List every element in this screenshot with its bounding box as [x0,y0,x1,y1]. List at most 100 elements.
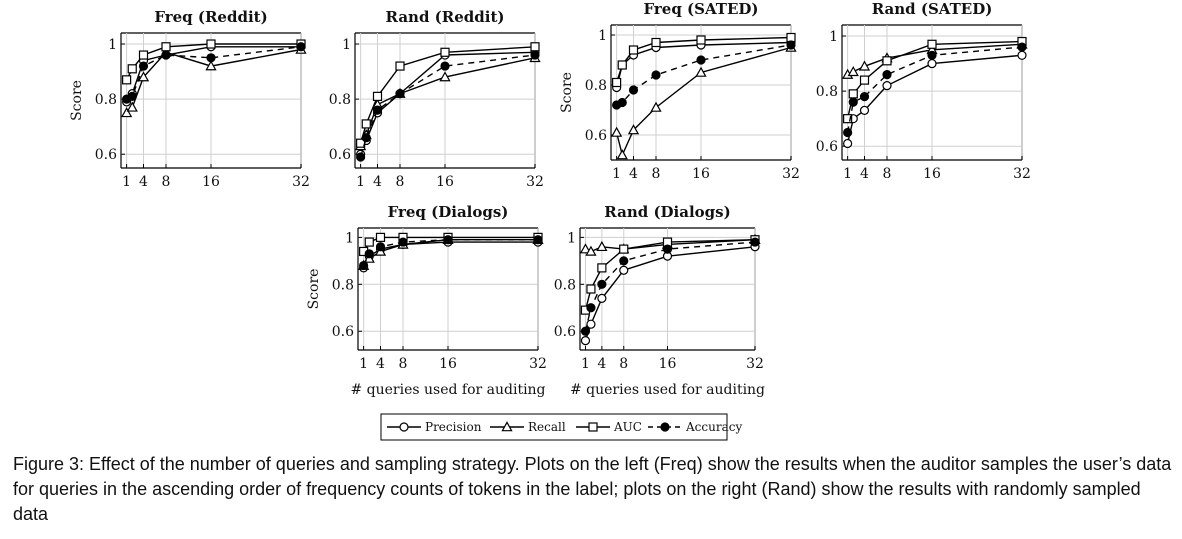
legend-label-recall: Recall [528,420,566,434]
x-tick-label: 4 [373,174,382,190]
y-tick-label: 1 [829,29,838,45]
data-point-recall [121,107,133,118]
series-auc [580,235,760,315]
data-point-recall [627,124,640,135]
data-point-recall [611,126,623,137]
data-point-recall [579,243,592,254]
legend-marker-auc [588,422,598,432]
data-point-precision [843,138,853,149]
data-point-precision [586,319,596,329]
x-tick-label: 16 [436,174,454,190]
series-accuracy [843,42,1027,138]
y-tick-label: 0.6 [95,147,117,163]
data-point-recall [596,240,608,252]
x-tick-label: 1 [122,174,131,190]
data-point-accuracy [533,235,543,245]
data-point-auc [786,32,796,43]
x-tick-label: 1 [359,356,368,372]
data-point-accuracy [927,50,937,60]
data-point-auc [206,39,216,49]
series-accuracy [580,237,760,336]
data-point-auc [122,75,132,85]
series-line-accuracy [359,54,536,158]
data-point-auc [395,61,405,71]
y-axis-label: Score [306,269,322,310]
data-point-accuracy [530,50,540,60]
data-point-accuracy [356,152,366,162]
series-line-precision [615,41,792,88]
x-tick-label: 32 [746,356,764,372]
figure-caption: Figure 3: Effect of the number of querie… [13,454,1172,524]
data-point-precision [927,58,937,69]
data-point-accuracy [206,53,216,63]
data-point-accuracy [372,105,383,115]
y-axis-label: Score [559,72,575,113]
y-tick-label: 0.8 [816,84,838,100]
x-tick-label: 1 [843,166,852,182]
x-tick-label: 32 [1013,166,1031,182]
data-point-auc [617,60,627,70]
y-tick-label: 0.6 [554,324,576,340]
data-point-accuracy [628,85,639,95]
data-point-recall [439,71,451,82]
x-tick-label: 32 [529,356,547,372]
panel-title: Freq (SATED) [644,0,759,18]
data-point-auc [530,42,540,52]
data-point-accuracy [359,260,369,271]
data-point-auc [127,64,137,74]
series-accuracy [356,50,540,162]
data-point-precision [619,265,629,275]
x-tick-label: 16 [923,166,941,182]
y-tick-label: 0.6 [816,139,838,155]
data-point-recall [616,149,628,160]
x-tick-label: 8 [396,174,405,190]
panel-title: Rand (Reddit) [386,8,505,26]
data-point-auc [372,91,383,101]
y-tick-label: 0.8 [332,277,354,293]
data-point-accuracy [619,256,629,266]
data-point-recall [858,60,871,71]
data-point-accuracy [440,61,450,71]
data-point-auc [361,119,371,129]
data-point-accuracy [580,326,591,336]
x-tick-label: 8 [883,166,892,182]
x-tick-label: 1 [581,356,590,372]
series-line-recall [359,57,536,147]
x-tick-label: 4 [139,174,148,190]
data-point-accuracy [859,92,870,102]
x-tick-label: 16 [692,166,710,182]
series-accuracy [359,235,543,271]
data-point-auc [612,77,622,88]
data-point-accuracy [361,133,371,143]
data-point-accuracy [696,55,706,65]
legend-label-accuracy: Accuracy [685,420,742,434]
legend-marker-precision [399,422,409,432]
panel-title: Freq (Reddit) [154,8,267,26]
legend-label-auc: AUC [613,420,642,434]
x-tick-label: 16 [439,356,457,372]
y-tick-label: 0.8 [585,78,607,94]
y-axis-label: Score [69,80,85,121]
data-point-precision [1017,50,1027,60]
data-point-accuracy [395,89,405,99]
data-point-accuracy [138,61,149,71]
y-tick-label: 1 [598,28,607,44]
x-tick-label: 4 [860,166,869,182]
y-tick-label: 1 [342,37,351,53]
series-line-precision [362,241,538,269]
y-tick-label: 0.6 [332,324,354,340]
data-point-accuracy [651,70,661,80]
x-axis-label: # queries used for auditing [570,382,765,398]
data-point-accuracy [127,91,137,101]
data-point-accuracy [597,279,607,289]
data-point-auc [859,75,870,85]
data-point-accuracy [848,97,858,107]
data-point-auc [364,237,374,247]
x-tick-label: 8 [399,356,408,372]
data-point-auc [375,232,386,242]
x-axis-label: # queries used for auditing [350,382,545,398]
data-point-precision [859,105,870,116]
